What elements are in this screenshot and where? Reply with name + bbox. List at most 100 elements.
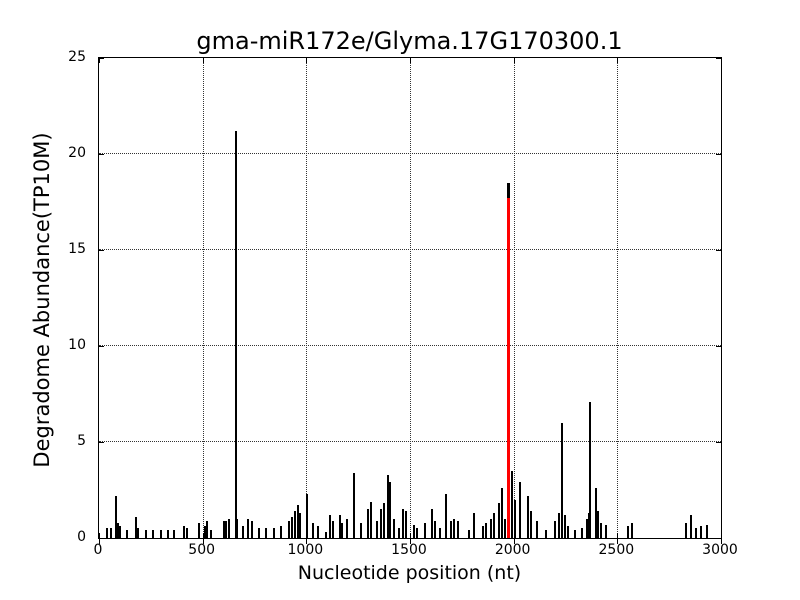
bar: [119, 526, 122, 538]
bar: [225, 520, 228, 538]
y-tick-label: 5: [77, 433, 86, 449]
bar: [183, 526, 186, 538]
x-tick-mark: [617, 533, 619, 538]
bar: [500, 488, 503, 538]
bar: [706, 524, 709, 538]
x-tick-mark: [99, 58, 100, 63]
bar: [489, 518, 492, 538]
x-tick-label: 2500: [598, 542, 635, 558]
bar: [536, 520, 539, 538]
bar: [597, 511, 600, 538]
bar: [700, 526, 703, 538]
bar: [423, 522, 426, 538]
bar: [117, 522, 120, 538]
bar: [530, 511, 533, 538]
bar: [359, 522, 362, 538]
bar: [554, 520, 557, 538]
bar: [485, 522, 488, 538]
bar: [404, 511, 407, 538]
bar: [445, 493, 448, 538]
bar: [110, 528, 113, 538]
bar: [631, 522, 634, 538]
x-tick-mark: [617, 539, 619, 544]
x-tick-mark: [410, 58, 411, 63]
bar: [280, 526, 283, 538]
y-tick-mark: [99, 57, 104, 59]
x-tick-label: 500: [188, 542, 216, 558]
bar: [388, 482, 391, 538]
bar: [544, 530, 547, 538]
x-gridline: [513, 58, 515, 538]
x-tick-mark: [202, 533, 204, 538]
y-tick-mark: [716, 249, 721, 251]
bar: [317, 526, 320, 538]
x-gridline: [410, 58, 411, 538]
x-tick-mark: [721, 539, 722, 544]
x-tick-mark: [410, 533, 411, 538]
bar: [498, 503, 501, 538]
x-axis-label: Nucleotide position (nt): [297, 562, 522, 584]
x-tick-label: 0: [93, 542, 103, 558]
x-tick-label: 1500: [391, 542, 427, 558]
bar: [206, 520, 209, 538]
bar: [557, 513, 560, 538]
bar: [209, 530, 212, 538]
bar: [685, 522, 688, 538]
x-tick-mark: [410, 539, 411, 544]
bar: [573, 530, 576, 538]
bar: [511, 470, 513, 538]
bar: [492, 513, 495, 538]
bar: [375, 520, 378, 538]
bar: [137, 528, 140, 538]
y-tick-label: 20: [68, 145, 86, 161]
bar: [160, 530, 163, 538]
bar: [514, 499, 517, 538]
bar: [152, 530, 155, 538]
y-tick-mark: [99, 441, 104, 443]
x-tick-mark: [513, 539, 515, 544]
bar: [272, 528, 275, 538]
y-gridline: [99, 441, 721, 442]
x-gridline: [617, 58, 619, 538]
x-tick-mark: [202, 58, 204, 63]
bar: [305, 493, 308, 538]
y-tick-label: 15: [68, 241, 86, 257]
bar: [234, 130, 237, 538]
bar: [581, 528, 584, 538]
bar: [223, 520, 226, 538]
x-tick-mark: [513, 533, 515, 538]
bar: [587, 513, 590, 538]
bar: [173, 530, 176, 538]
bar: [594, 488, 597, 538]
bar: [695, 528, 698, 538]
y-tick-mark: [99, 153, 104, 155]
bar: [468, 530, 471, 538]
bar: [325, 532, 328, 538]
bar: [563, 514, 566, 538]
bar: [241, 526, 244, 538]
bar: [186, 528, 189, 538]
y-tick-mark: [99, 345, 104, 347]
bar: [287, 520, 290, 538]
x-tick-label: 2000: [494, 542, 531, 558]
bar: [566, 526, 569, 538]
bar: [115, 495, 117, 538]
bar: [393, 518, 396, 538]
bar: [265, 528, 268, 538]
y-gridline: [99, 345, 721, 346]
x-tick-mark: [513, 58, 515, 63]
bar: [227, 518, 230, 538]
bar: [296, 505, 299, 538]
x-tick-mark: [721, 58, 722, 63]
bar: [294, 511, 297, 538]
bar: [561, 422, 564, 538]
bar: [526, 495, 529, 538]
bar: [145, 530, 148, 538]
bar: [412, 524, 415, 538]
x-tick-mark: [202, 539, 204, 544]
bar: [585, 518, 588, 538]
x-tick-label: 3000: [702, 542, 738, 558]
bar: [402, 509, 405, 538]
bar: [311, 522, 314, 538]
